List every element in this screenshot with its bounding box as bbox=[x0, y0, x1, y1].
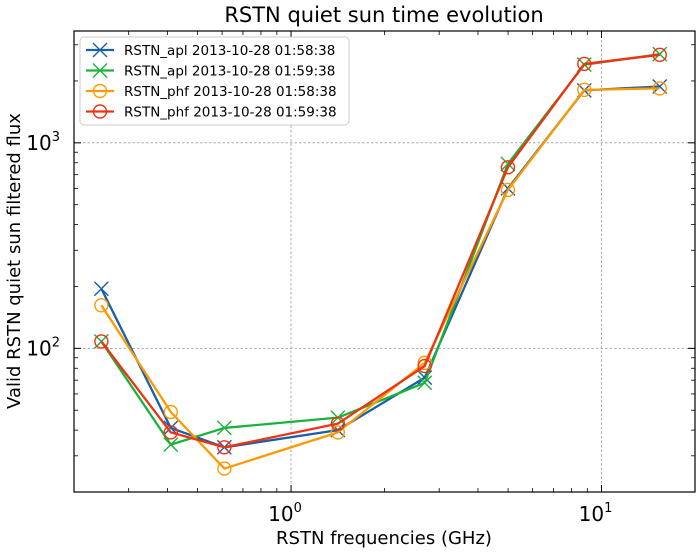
series-3 bbox=[94, 81, 667, 476]
data-point bbox=[163, 404, 178, 420]
series-layer bbox=[93, 46, 668, 476]
data-point bbox=[577, 56, 592, 72]
data-point bbox=[652, 47, 667, 63]
legend-marker bbox=[92, 63, 108, 78]
data-point bbox=[94, 298, 109, 313]
x-tick-label: 100 bbox=[268, 501, 302, 526]
x-tick-label: 101 bbox=[579, 501, 613, 526]
y-tick-label: 102 bbox=[26, 335, 60, 360]
data-point bbox=[163, 425, 178, 440]
legend-box bbox=[79, 36, 350, 126]
series-line bbox=[100, 53, 660, 449]
data-point bbox=[216, 420, 232, 436]
series-4 bbox=[94, 47, 667, 455]
tick-labels: 100 101 102 103 bbox=[26, 130, 612, 526]
legend-label: RSTN_phf 2013-10-28 01:58:38 bbox=[124, 84, 337, 100]
legend: RSTN_apl 2013-10-28 01:58:38 RSTN_apl 201… bbox=[79, 36, 350, 126]
legend-marker bbox=[92, 83, 108, 99]
data-point bbox=[652, 78, 668, 94]
data-point bbox=[417, 355, 432, 371]
y-tick-label: 103 bbox=[26, 130, 60, 155]
data-point bbox=[93, 281, 109, 297]
data-point bbox=[652, 81, 667, 96]
y-axis-label: Valid RSTN quiet sun filtered flux bbox=[4, 113, 25, 409]
legend-entry: RSTN_apl 2013-10-28 01:59:38 bbox=[86, 63, 335, 80]
series-line bbox=[100, 87, 660, 470]
data-point bbox=[163, 437, 179, 453]
legend-entry: RSTN_phf 2013-10-28 01:58:38 bbox=[86, 83, 337, 100]
data-point bbox=[330, 416, 346, 431]
legend-entry: RSTN_phf 2013-10-28 01:59:38 bbox=[86, 104, 337, 121]
data-point bbox=[330, 425, 346, 440]
data-point bbox=[417, 358, 432, 374]
legend-marker bbox=[92, 104, 108, 119]
legend-marker bbox=[92, 42, 108, 58]
data-point bbox=[500, 160, 516, 175]
data-point bbox=[217, 440, 232, 455]
legend-label: RSTN_phf 2013-10-28 01:59:38 bbox=[124, 105, 337, 121]
data-point bbox=[577, 82, 592, 98]
data-point bbox=[217, 461, 232, 476]
major-ticks bbox=[74, 31, 695, 492]
data-point bbox=[417, 375, 433, 391]
legend-label: RSTN_apl 2013-10-28 01:59:38 bbox=[124, 64, 335, 80]
minor-ticks bbox=[73, 31, 696, 493]
chart-title: RSTN quiet sun time evolution bbox=[224, 3, 543, 27]
data-point bbox=[94, 334, 109, 349]
legend-label: RSTN_apl 2013-10-28 01:58:38 bbox=[124, 43, 335, 59]
x-axis-label: RSTN frequencies (GHz) bbox=[276, 528, 492, 549]
plot-frame bbox=[73, 30, 696, 493]
data-point bbox=[500, 182, 516, 198]
legend-entry: RSTN_apl 2013-10-28 01:58:38 bbox=[86, 42, 335, 59]
